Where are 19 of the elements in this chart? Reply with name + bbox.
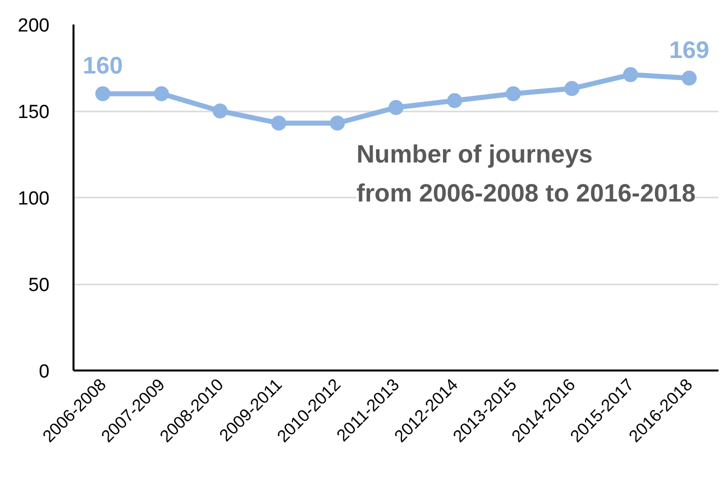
point bbox=[271, 116, 286, 131]
y-tick-label: 100 bbox=[18, 188, 50, 210]
y-tick-label: 200 bbox=[18, 16, 50, 36]
annotation: Number of journeys from 2006-2008 to 2016-2018 bbox=[356, 140, 696, 208]
data-label: 160 bbox=[82, 52, 123, 80]
point bbox=[388, 100, 404, 116]
point bbox=[95, 86, 110, 102]
point bbox=[154, 86, 169, 102]
y-tick-label: 150 bbox=[18, 102, 50, 123]
point bbox=[682, 70, 697, 86]
y-tick-label: 0 bbox=[38, 362, 50, 382]
point bbox=[564, 81, 580, 96]
point bbox=[212, 104, 228, 118]
point bbox=[623, 67, 638, 82]
point bbox=[447, 93, 462, 108]
point bbox=[506, 86, 521, 102]
point bbox=[330, 116, 345, 131]
data-label: 169 bbox=[669, 37, 710, 64]
y-tick-label: 50 bbox=[28, 275, 50, 296]
